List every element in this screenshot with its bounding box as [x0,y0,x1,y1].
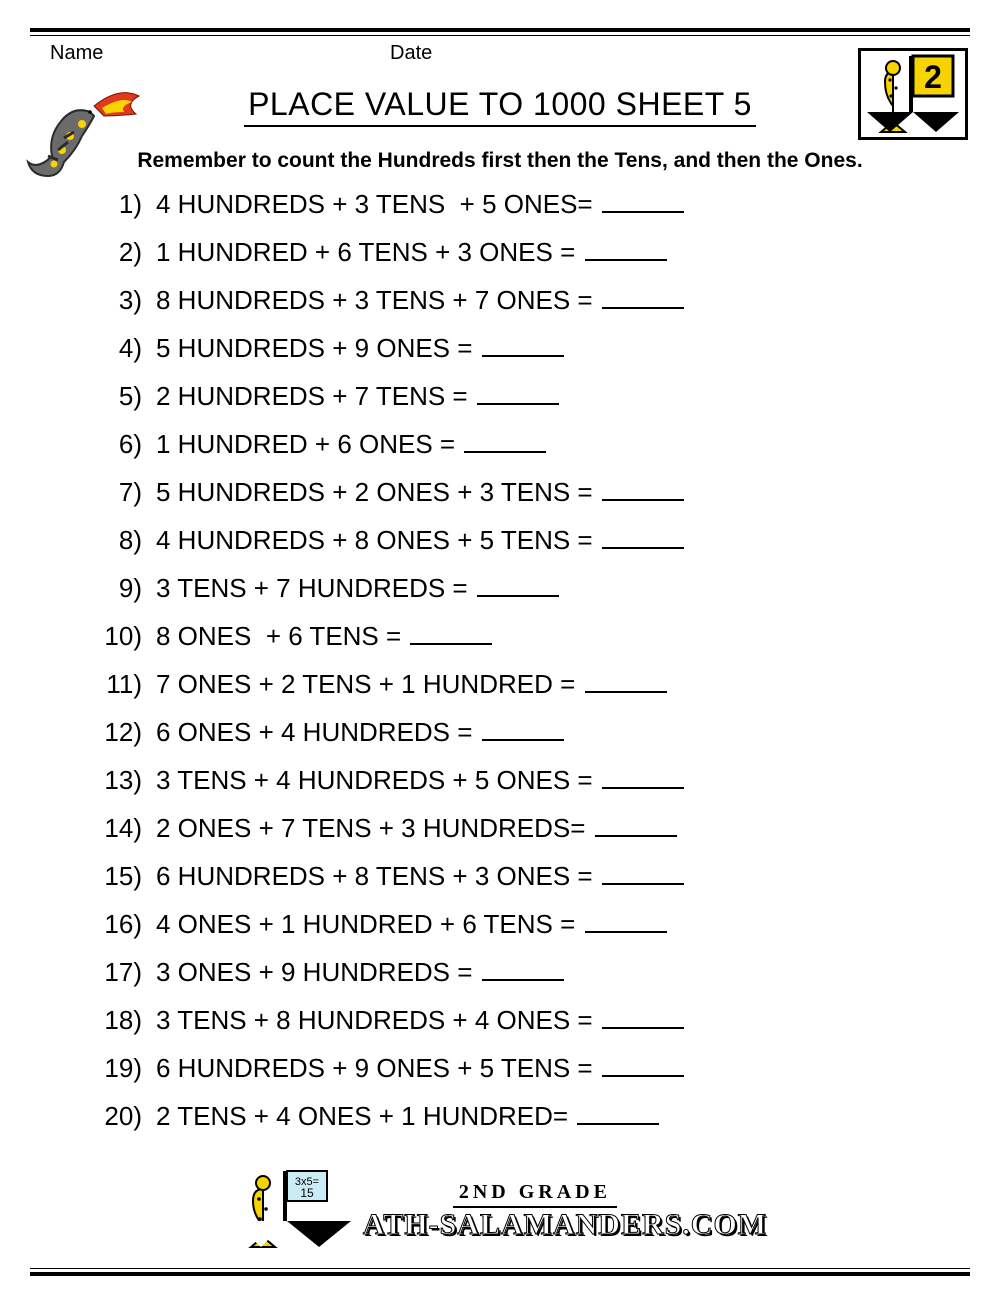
answer-blank[interactable] [602,1060,684,1077]
answer-blank[interactable] [602,1012,684,1029]
footer-salamander-icon: 3x5= 15 [233,1169,353,1254]
worksheet-page: Name Date 2 [0,0,1000,1296]
problem-row: 13)3 TENS + 4 HUNDREDS + 5 ONES = [86,767,970,793]
problem-expression: 8 HUNDREDS + 3 TENS + 7 ONES = [156,287,600,313]
problem-expression: 6 HUNDREDS + 9 ONES + 5 TENS = [156,1055,600,1081]
problem-number: 4) [86,335,156,361]
answer-blank[interactable] [595,820,677,837]
footer: 3x5= 15 2ND GRADE ATH-SALAMANDERS.COM [30,1169,970,1254]
problem-number: 18) [86,1007,156,1033]
answer-blank[interactable] [602,196,684,213]
problem-expression: 7 ONES + 2 TENS + 1 HUNDRED = [156,671,583,697]
header-area: Name Date 2 [30,42,970,173]
problem-expression: 8 ONES + 6 TENS = [156,623,408,649]
problem-number: 14) [86,815,156,841]
problem-expression: 3 TENS + 8 HUNDREDS + 4 ONES = [156,1007,600,1033]
problem-number: 20) [86,1103,156,1129]
problem-row: 12)6 ONES + 4 HUNDREDS = [86,719,970,745]
problem-number: 16) [86,911,156,937]
problem-expression: 4 ONES + 1 HUNDRED + 6 TENS = [156,911,583,937]
problem-row: 7)5 HUNDREDS + 2 ONES + 3 TENS = [86,479,970,505]
problem-number: 6) [86,431,156,457]
problem-expression: 5 HUNDREDS + 2 ONES + 3 TENS = [156,479,600,505]
salamander-icon [24,76,144,196]
answer-blank[interactable] [482,724,564,741]
problem-number: 9) [86,575,156,601]
problem-expression: 4 HUNDREDS + 8 ONES + 5 TENS = [156,527,600,553]
problem-number: 11) [86,671,156,697]
problem-number: 15) [86,863,156,889]
problem-number: 2) [86,239,156,265]
problem-expression: 1 HUNDRED + 6 TENS + 3 ONES = [156,239,583,265]
problem-row: 1)4 HUNDREDS + 3 TENS + 5 ONES= [86,191,970,217]
answer-blank[interactable] [602,484,684,501]
footer-site-text: ATH-SALAMANDERS.COM [363,1208,767,1242]
problem-number: 10) [86,623,156,649]
answer-blank[interactable] [585,676,667,693]
problem-number: 5) [86,383,156,409]
answer-blank[interactable] [602,532,684,549]
problem-expression: 2 TENS + 4 ONES + 1 HUNDRED= [156,1103,575,1129]
problem-row: 15)6 HUNDREDS + 8 TENS + 3 ONES = [86,863,970,889]
answer-blank[interactable] [577,1108,659,1125]
problem-number: 19) [86,1055,156,1081]
problem-number: 12) [86,719,156,745]
answer-blank[interactable] [602,292,684,309]
problem-row: 19)6 HUNDREDS + 9 ONES + 5 TENS = [86,1055,970,1081]
answer-blank[interactable] [602,868,684,885]
page-title: PLACE VALUE TO 1000 SHEET 5 [244,86,756,127]
grade-number: 2 [924,59,942,95]
problem-expression: 3 TENS + 4 HUNDREDS + 5 ONES = [156,767,600,793]
problem-row: 3)8 HUNDREDS + 3 TENS + 7 ONES = [86,287,970,313]
answer-blank[interactable] [585,916,667,933]
problem-expression: 3 ONES + 9 HUNDREDS = [156,959,480,985]
problem-list: 1)4 HUNDREDS + 3 TENS + 5 ONES= 2)1 HUND… [86,191,970,1129]
answer-blank[interactable] [482,340,564,357]
problem-row: 10)8 ONES + 6 TENS = [86,623,970,649]
answer-blank[interactable] [477,388,559,405]
answer-blank[interactable] [477,580,559,597]
title-wrap: PLACE VALUE TO 1000 SHEET 5 [30,86,970,127]
top-rule [30,28,970,36]
problem-row: 9)3 TENS + 7 HUNDREDS = [86,575,970,601]
name-date-row: Name Date [30,42,970,72]
bottom-rule [30,1268,970,1276]
problem-number: 3) [86,287,156,313]
answer-blank[interactable] [410,628,492,645]
problem-expression: 5 HUNDREDS + 9 ONES = [156,335,480,361]
instruction-text: Remember to count the Hundreds first the… [30,149,970,173]
problem-expression: 2 HUNDREDS + 7 TENS = [156,383,475,409]
problem-row: 11)7 ONES + 2 TENS + 1 HUNDRED = [86,671,970,697]
problem-number: 8) [86,527,156,553]
problem-expression: 6 ONES + 4 HUNDREDS = [156,719,480,745]
grade-badge-icon: 2 [858,48,968,140]
svg-text:15: 15 [300,1186,314,1200]
answer-blank[interactable] [482,964,564,981]
problem-row: 5)2 HUNDREDS + 7 TENS = [86,383,970,409]
answer-blank[interactable] [585,244,667,261]
answer-blank[interactable] [602,772,684,789]
problem-row: 2)1 HUNDRED + 6 TENS + 3 ONES = [86,239,970,265]
name-label: Name [50,42,103,65]
problem-row: 17)3 ONES + 9 HUNDREDS = [86,959,970,985]
answer-blank[interactable] [464,436,546,453]
problem-row: 4)5 HUNDREDS + 9 ONES = [86,335,970,361]
problem-row: 14)2 ONES + 7 TENS + 3 HUNDREDS= [86,815,970,841]
problem-row: 8)4 HUNDREDS + 8 ONES + 5 TENS = [86,527,970,553]
problem-number: 7) [86,479,156,505]
date-label: Date [390,42,432,65]
problem-expression: 1 HUNDRED + 6 ONES = [156,431,462,457]
problem-number: 17) [86,959,156,985]
problem-expression: 6 HUNDREDS + 8 TENS + 3 ONES = [156,863,600,889]
problem-expression: 4 HUNDREDS + 3 TENS + 5 ONES= [156,191,600,217]
problem-expression: 2 ONES + 7 TENS + 3 HUNDREDS= [156,815,593,841]
problem-row: 6)1 HUNDRED + 6 ONES = [86,431,970,457]
problem-expression: 3 TENS + 7 HUNDREDS = [156,575,475,601]
problem-row: 16)4 ONES + 1 HUNDRED + 6 TENS = [86,911,970,937]
problem-number: 13) [86,767,156,793]
footer-grade-text: 2ND GRADE [453,1181,617,1208]
problem-row: 18)3 TENS + 8 HUNDREDS + 4 ONES = [86,1007,970,1033]
problem-row: 20)2 TENS + 4 ONES + 1 HUNDRED= [86,1103,970,1129]
